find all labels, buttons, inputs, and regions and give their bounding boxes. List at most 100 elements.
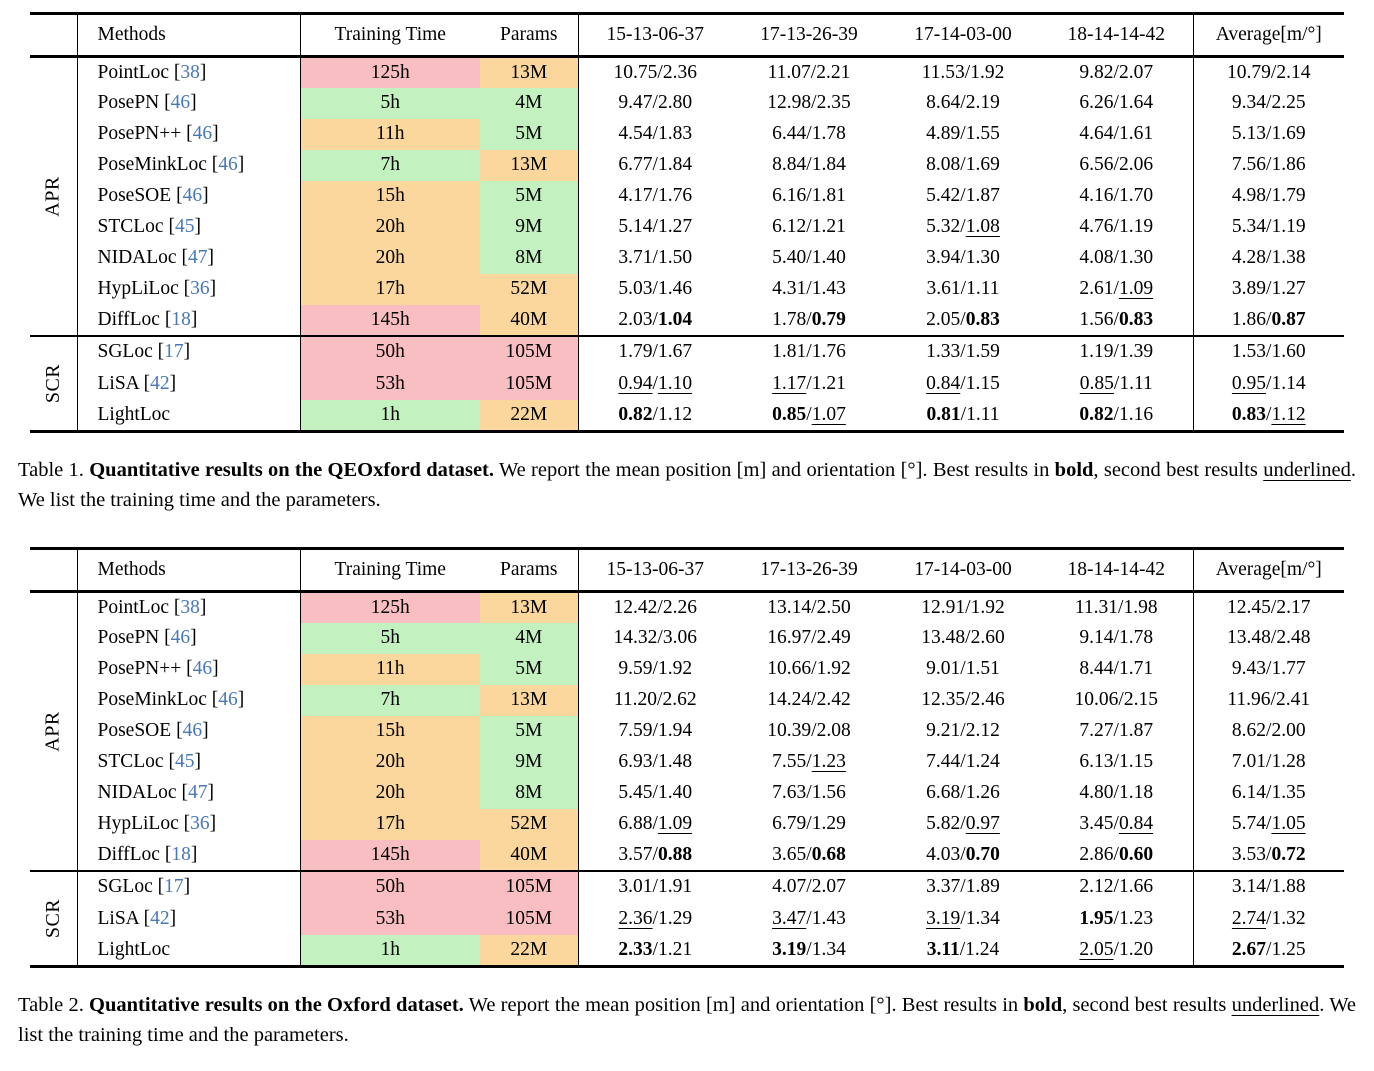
citation-bracket-open: [ bbox=[206, 689, 219, 710]
value-separator: / bbox=[960, 154, 966, 175]
orientation-value: 3.06 bbox=[662, 627, 697, 648]
position-value: 3.11 bbox=[926, 938, 960, 960]
orientation-value: 0.83 bbox=[965, 308, 1000, 330]
caption-bold-text: Quantitative results on the QEOxford dat… bbox=[89, 459, 495, 481]
orientation-value: 1.40 bbox=[657, 782, 693, 803]
citation-bracket-open: [ bbox=[176, 247, 188, 268]
orientation-value: 1.18 bbox=[1118, 782, 1154, 803]
table-row-poseminkloc: PoseMinkLoc [46] 7h 13M 11.20/2.62 14.24/2.4… bbox=[30, 684, 1344, 716]
position-value: 6.77 bbox=[618, 154, 653, 175]
sequence-result-cell: 3.94/1.30 bbox=[886, 243, 1040, 274]
citation-bracket-close: ] bbox=[212, 123, 219, 144]
col-header-params: Params bbox=[480, 548, 579, 592]
position-value: 6.44 bbox=[772, 123, 807, 144]
position-value: 6.13 bbox=[1079, 751, 1114, 772]
value-separator: / bbox=[1266, 720, 1272, 741]
training-time-cell: 15h bbox=[300, 180, 480, 212]
value-separator: / bbox=[1266, 938, 1272, 960]
group-header-spacer bbox=[30, 13, 78, 57]
value-separator: / bbox=[652, 372, 658, 394]
position-value: 1.81 bbox=[772, 341, 807, 362]
value-separator: / bbox=[806, 938, 812, 960]
average-result-cell: 5.34/1.19 bbox=[1193, 212, 1344, 243]
citation-number: 17 bbox=[164, 876, 184, 897]
citation-bracket-close: ] bbox=[194, 751, 201, 772]
table-caption-oxford: Table 2. Quantitative results on the Oxf… bbox=[18, 990, 1356, 1050]
orientation-value: 2.14 bbox=[1276, 61, 1311, 83]
orientation-value: 2.36 bbox=[662, 61, 697, 83]
value-separator: / bbox=[960, 658, 966, 679]
average-result-cell: 6.14/1.35 bbox=[1193, 778, 1344, 809]
citation-bracket-open: [ bbox=[171, 720, 183, 741]
sequence-result-cell: 2.61/1.09 bbox=[1040, 273, 1194, 305]
table-body-oxford: APR PointLoc [38] 125h 13M 12.42/2.26 13.14/2… bbox=[30, 591, 1344, 967]
caption-text: , second best results bbox=[1062, 994, 1232, 1016]
orientation-value: 1.26 bbox=[965, 782, 1000, 803]
orientation-value: 2.00 bbox=[1271, 720, 1306, 741]
method-name-cell: PoseMinkLoc [46] bbox=[77, 149, 301, 181]
position-value: 7.63 bbox=[772, 782, 807, 803]
position-value: 6.93 bbox=[618, 751, 653, 772]
params-cell: 22M bbox=[480, 399, 579, 432]
table-row-lightloc: LightLoc 1h 22M 0.82/1.12 0.85/1.07 0.81/1.11… bbox=[30, 399, 1344, 432]
value-separator: / bbox=[1266, 341, 1272, 362]
citation-bracket-open: [ bbox=[138, 907, 151, 929]
position-value: 2.03 bbox=[618, 308, 653, 330]
average-result-cell: 3.89/1.27 bbox=[1193, 274, 1344, 305]
value-separator: / bbox=[1113, 782, 1119, 803]
sequence-result-cell: 5.42/1.87 bbox=[886, 181, 1040, 212]
group-header-spacer bbox=[30, 548, 78, 592]
sequence-result-cell: 14.24/2.42 bbox=[732, 685, 886, 716]
caption-text: , second best results bbox=[1093, 459, 1264, 481]
value-separator: / bbox=[652, 720, 658, 741]
value-separator: / bbox=[652, 308, 658, 330]
value-separator: / bbox=[811, 627, 817, 648]
method-name-cell: PosePN++ [46] bbox=[77, 653, 301, 685]
position-value: 4.16 bbox=[1079, 185, 1114, 206]
position-value: 11.96 bbox=[1227, 689, 1271, 710]
orientation-value: 1.92 bbox=[657, 658, 693, 679]
value-separator: / bbox=[652, 403, 658, 425]
value-separator: / bbox=[1113, 123, 1119, 144]
position-value: 0.85 bbox=[1079, 372, 1114, 394]
citation-bracket-close: ] bbox=[209, 278, 217, 299]
method-name-cell: NIDALoc [47] bbox=[77, 777, 301, 809]
sequence-result-cell: 5.03/1.46 bbox=[578, 274, 732, 305]
value-separator: / bbox=[806, 907, 812, 929]
position-value: 11.20 bbox=[613, 689, 658, 710]
table-row-posepnpp: PosePN++ [46] 11h 5M 9.59/1.92 10.66/1.92 9.0… bbox=[30, 653, 1344, 685]
method-name-cell: PosePN [46] bbox=[77, 622, 301, 654]
sequence-result-cell: 5.82/0.97 bbox=[886, 809, 1040, 840]
position-value: 9.21 bbox=[926, 720, 961, 741]
value-separator: / bbox=[1113, 720, 1119, 741]
table-row-pointloc: APR PointLoc [38] 125h 13M 12.42/2.26 13.14/2… bbox=[30, 591, 1344, 871]
position-value: 1.56 bbox=[1079, 308, 1114, 330]
position-value: 10.79 bbox=[1227, 61, 1271, 83]
sequence-result-cell: 4.16/1.70 bbox=[1040, 180, 1194, 212]
params-cell: 13M bbox=[480, 149, 579, 181]
value-separator: / bbox=[1113, 813, 1119, 834]
table-row-posesoe: PoseSOE [46] 15h 5M 7.59/1.94 10.39/2.08 9.21… bbox=[30, 715, 1344, 747]
sequence-result-cell: 11.07/2.21 bbox=[732, 57, 886, 88]
value-separator: / bbox=[960, 751, 966, 772]
orientation-value: 1.76 bbox=[657, 185, 693, 206]
position-value: 9.47 bbox=[618, 92, 653, 113]
position-value: 9.34 bbox=[1231, 92, 1267, 113]
params-cell: 40M bbox=[480, 304, 579, 336]
orientation-value: 0.84 bbox=[1118, 813, 1154, 834]
training-time-cell: 145h bbox=[300, 839, 480, 871]
sequence-result-cell: 14.32/3.06 bbox=[578, 623, 732, 654]
orientation-value: 0.88 bbox=[657, 843, 693, 865]
value-separator: / bbox=[1113, 627, 1119, 648]
citation-number: 46 bbox=[218, 689, 238, 710]
value-separator: / bbox=[960, 278, 967, 299]
value-separator: / bbox=[960, 720, 966, 741]
position-value: 5.03 bbox=[618, 278, 653, 299]
orientation-value: 1.21 bbox=[811, 216, 846, 237]
params-cell: 9M bbox=[480, 211, 579, 243]
citation-bracket-open: [ bbox=[163, 751, 175, 772]
caption-text: Table 1. bbox=[18, 459, 90, 481]
sequence-result-cell: 9.82/2.07 bbox=[1040, 56, 1194, 88]
method-name: LightLoc bbox=[97, 403, 171, 425]
method-name: PoseSOE bbox=[97, 720, 172, 741]
